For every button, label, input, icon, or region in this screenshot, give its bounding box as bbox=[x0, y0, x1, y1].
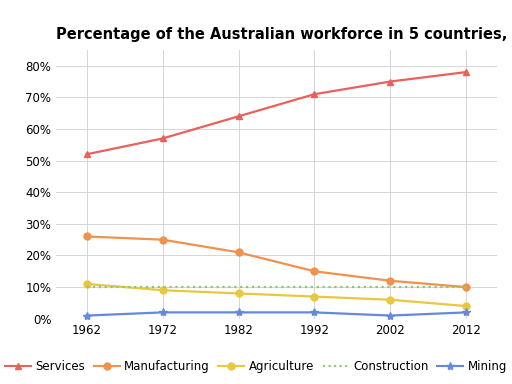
Mining bbox=[160, 310, 166, 315]
Line: Manufacturing: Manufacturing bbox=[83, 233, 470, 291]
Services bbox=[463, 70, 470, 74]
Manufacturing bbox=[83, 234, 90, 239]
Line: Services: Services bbox=[83, 69, 470, 158]
Construction bbox=[387, 285, 393, 290]
Line: Agriculture: Agriculture bbox=[83, 280, 470, 310]
Manufacturing bbox=[236, 250, 242, 255]
Agriculture bbox=[311, 294, 317, 299]
Manufacturing bbox=[160, 237, 166, 242]
Agriculture bbox=[236, 291, 242, 296]
Agriculture bbox=[160, 288, 166, 293]
Construction bbox=[311, 285, 317, 290]
Construction bbox=[463, 285, 470, 290]
Agriculture bbox=[463, 304, 470, 308]
Manufacturing bbox=[311, 269, 317, 273]
Services bbox=[83, 152, 90, 157]
Legend: Services, Manufacturing, Agriculture, Construction, Mining: Services, Manufacturing, Agriculture, Co… bbox=[0, 356, 512, 378]
Line: Mining: Mining bbox=[82, 308, 471, 320]
Agriculture bbox=[387, 298, 393, 302]
Mining bbox=[83, 313, 90, 318]
Mining bbox=[463, 310, 470, 315]
Services bbox=[160, 136, 166, 141]
Construction bbox=[160, 285, 166, 290]
Mining bbox=[236, 310, 242, 315]
Construction bbox=[83, 285, 90, 290]
Manufacturing bbox=[387, 278, 393, 283]
Mining bbox=[311, 310, 317, 315]
Mining bbox=[387, 313, 393, 318]
Services bbox=[236, 114, 242, 119]
Services bbox=[387, 79, 393, 84]
Agriculture bbox=[83, 281, 90, 286]
Services bbox=[311, 92, 317, 96]
Construction bbox=[236, 285, 242, 290]
Manufacturing bbox=[463, 285, 470, 290]
Text: Percentage of the Australian workforce in 5 countries, 1962 - 2012: Percentage of the Australian workforce i… bbox=[56, 27, 512, 42]
